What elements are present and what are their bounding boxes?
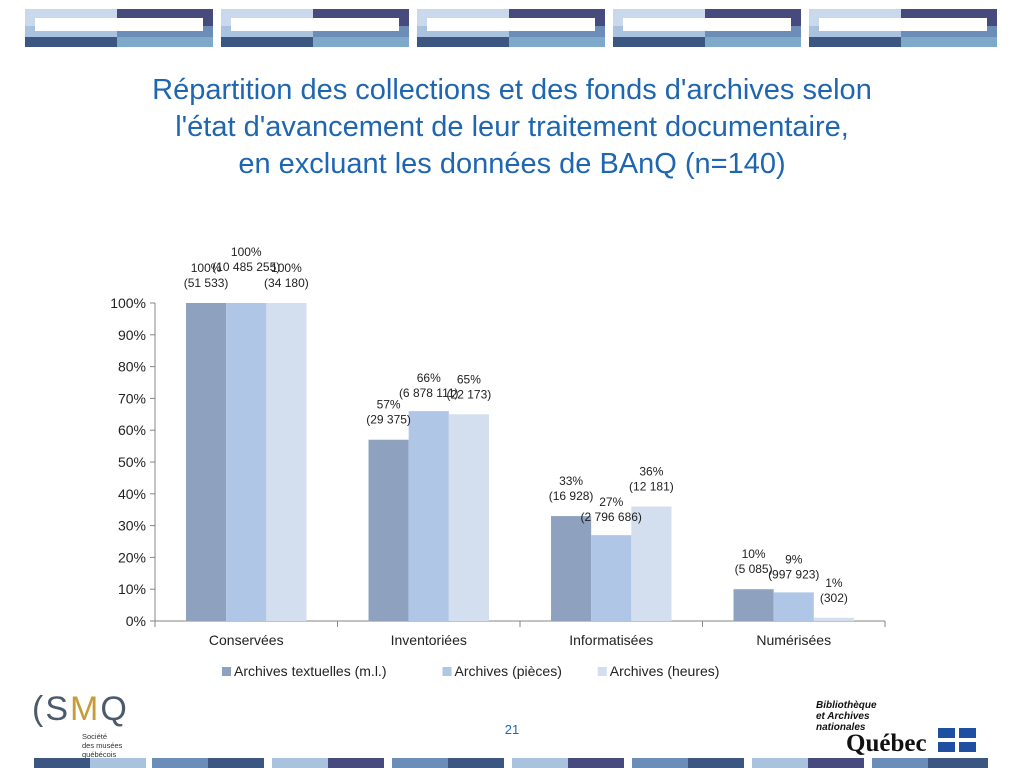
legend-label: Archives (pièces) <box>455 663 562 679</box>
legend-swatch <box>597 667 607 676</box>
bar <box>773 592 814 621</box>
y-tick-label: 60% <box>118 422 146 438</box>
data-label: 9% <box>785 552 803 566</box>
bar <box>408 411 449 621</box>
data-label: 100% <box>231 245 262 259</box>
title-line: Répartition des collections et des fonds… <box>152 74 872 106</box>
y-tick-label: 30% <box>118 518 146 534</box>
bar <box>733 589 774 621</box>
data-label: 33% <box>559 474 583 488</box>
banq-logo: Bibliothèque et Archives nationales Québ… <box>814 700 984 758</box>
data-label: (302) <box>820 591 848 605</box>
data-label: 65% <box>457 372 481 386</box>
bar <box>266 303 307 621</box>
data-label: 66% <box>417 371 441 385</box>
legend-swatch <box>442 667 452 676</box>
data-label: 57% <box>377 398 401 412</box>
bar <box>813 617 854 621</box>
data-label: (10 485 255) <box>212 260 280 274</box>
x-tick-label: Conservées <box>209 632 284 648</box>
y-tick-label: 50% <box>118 454 146 470</box>
page-number: 21 <box>504 722 520 737</box>
data-label: (51 533) <box>184 276 229 290</box>
bar <box>186 303 227 621</box>
y-tick-label: 100% <box>110 295 146 311</box>
smq-logo-text: Société <box>82 732 108 741</box>
bar <box>591 535 632 621</box>
data-label: 100% <box>271 261 302 275</box>
quebec-wordmark: Québec <box>846 730 927 757</box>
bar <box>226 303 267 621</box>
title-line: l'état d'avancement de leur traitement d… <box>175 111 849 143</box>
smq-logo-text: québécois <box>82 750 117 759</box>
y-tick-label: 0% <box>126 613 146 629</box>
decorative-top-band <box>0 9 1024 47</box>
banq-logo-text: Bibliothèque <box>816 700 877 711</box>
y-tick-label: 40% <box>118 486 146 502</box>
data-label: (29 375) <box>366 413 411 427</box>
y-tick-label: 90% <box>118 327 146 343</box>
data-label: (34 180) <box>264 276 309 290</box>
y-tick-label: 80% <box>118 359 146 375</box>
legend-label: Archives textuelles (m.l.) <box>234 663 386 679</box>
bar <box>551 516 592 621</box>
x-tick-label: Inventoriées <box>391 632 467 648</box>
data-label: (997 923) <box>768 567 819 581</box>
data-label: (12 181) <box>629 480 674 494</box>
quebec-flag-icon <box>938 728 976 752</box>
banq-logo-text: et Archives <box>816 711 870 722</box>
data-label: (16 928) <box>549 489 594 503</box>
data-label: 100% <box>191 261 222 275</box>
legend-swatch <box>222 667 231 676</box>
banq-logo-text: nationales <box>816 722 866 733</box>
data-label: (6 878 111) <box>399 386 459 400</box>
data-label: 36% <box>639 465 663 479</box>
smq-logo-letters: (SMQ <box>32 690 129 728</box>
title-line: en excluant les données de BAnQ (n=140) <box>238 148 786 180</box>
y-tick-label: 10% <box>118 581 146 597</box>
x-tick-label: Informatisées <box>569 632 653 648</box>
y-tick-label: 20% <box>118 549 146 565</box>
smq-logo-text: des musées <box>82 741 123 750</box>
decorative-bottom-band <box>0 758 1024 768</box>
bar <box>631 506 672 621</box>
data-label: 27% <box>599 495 623 509</box>
data-label: 1% <box>825 576 843 590</box>
data-label: (2 796 686) <box>581 510 642 524</box>
data-label: 10% <box>742 547 766 561</box>
legend-label: Archives (heures) <box>610 663 720 679</box>
bar <box>368 439 409 621</box>
data-label: (22 173) <box>447 387 492 401</box>
smq-logo: (SMQ Société des musées québécois <box>32 690 162 760</box>
x-tick-label: Numérisées <box>756 632 831 648</box>
y-tick-label: 70% <box>118 390 146 406</box>
bar <box>448 414 489 621</box>
slide-title: Répartition des collections et des fonds… <box>40 72 984 183</box>
data-label: (5 085) <box>735 562 773 576</box>
